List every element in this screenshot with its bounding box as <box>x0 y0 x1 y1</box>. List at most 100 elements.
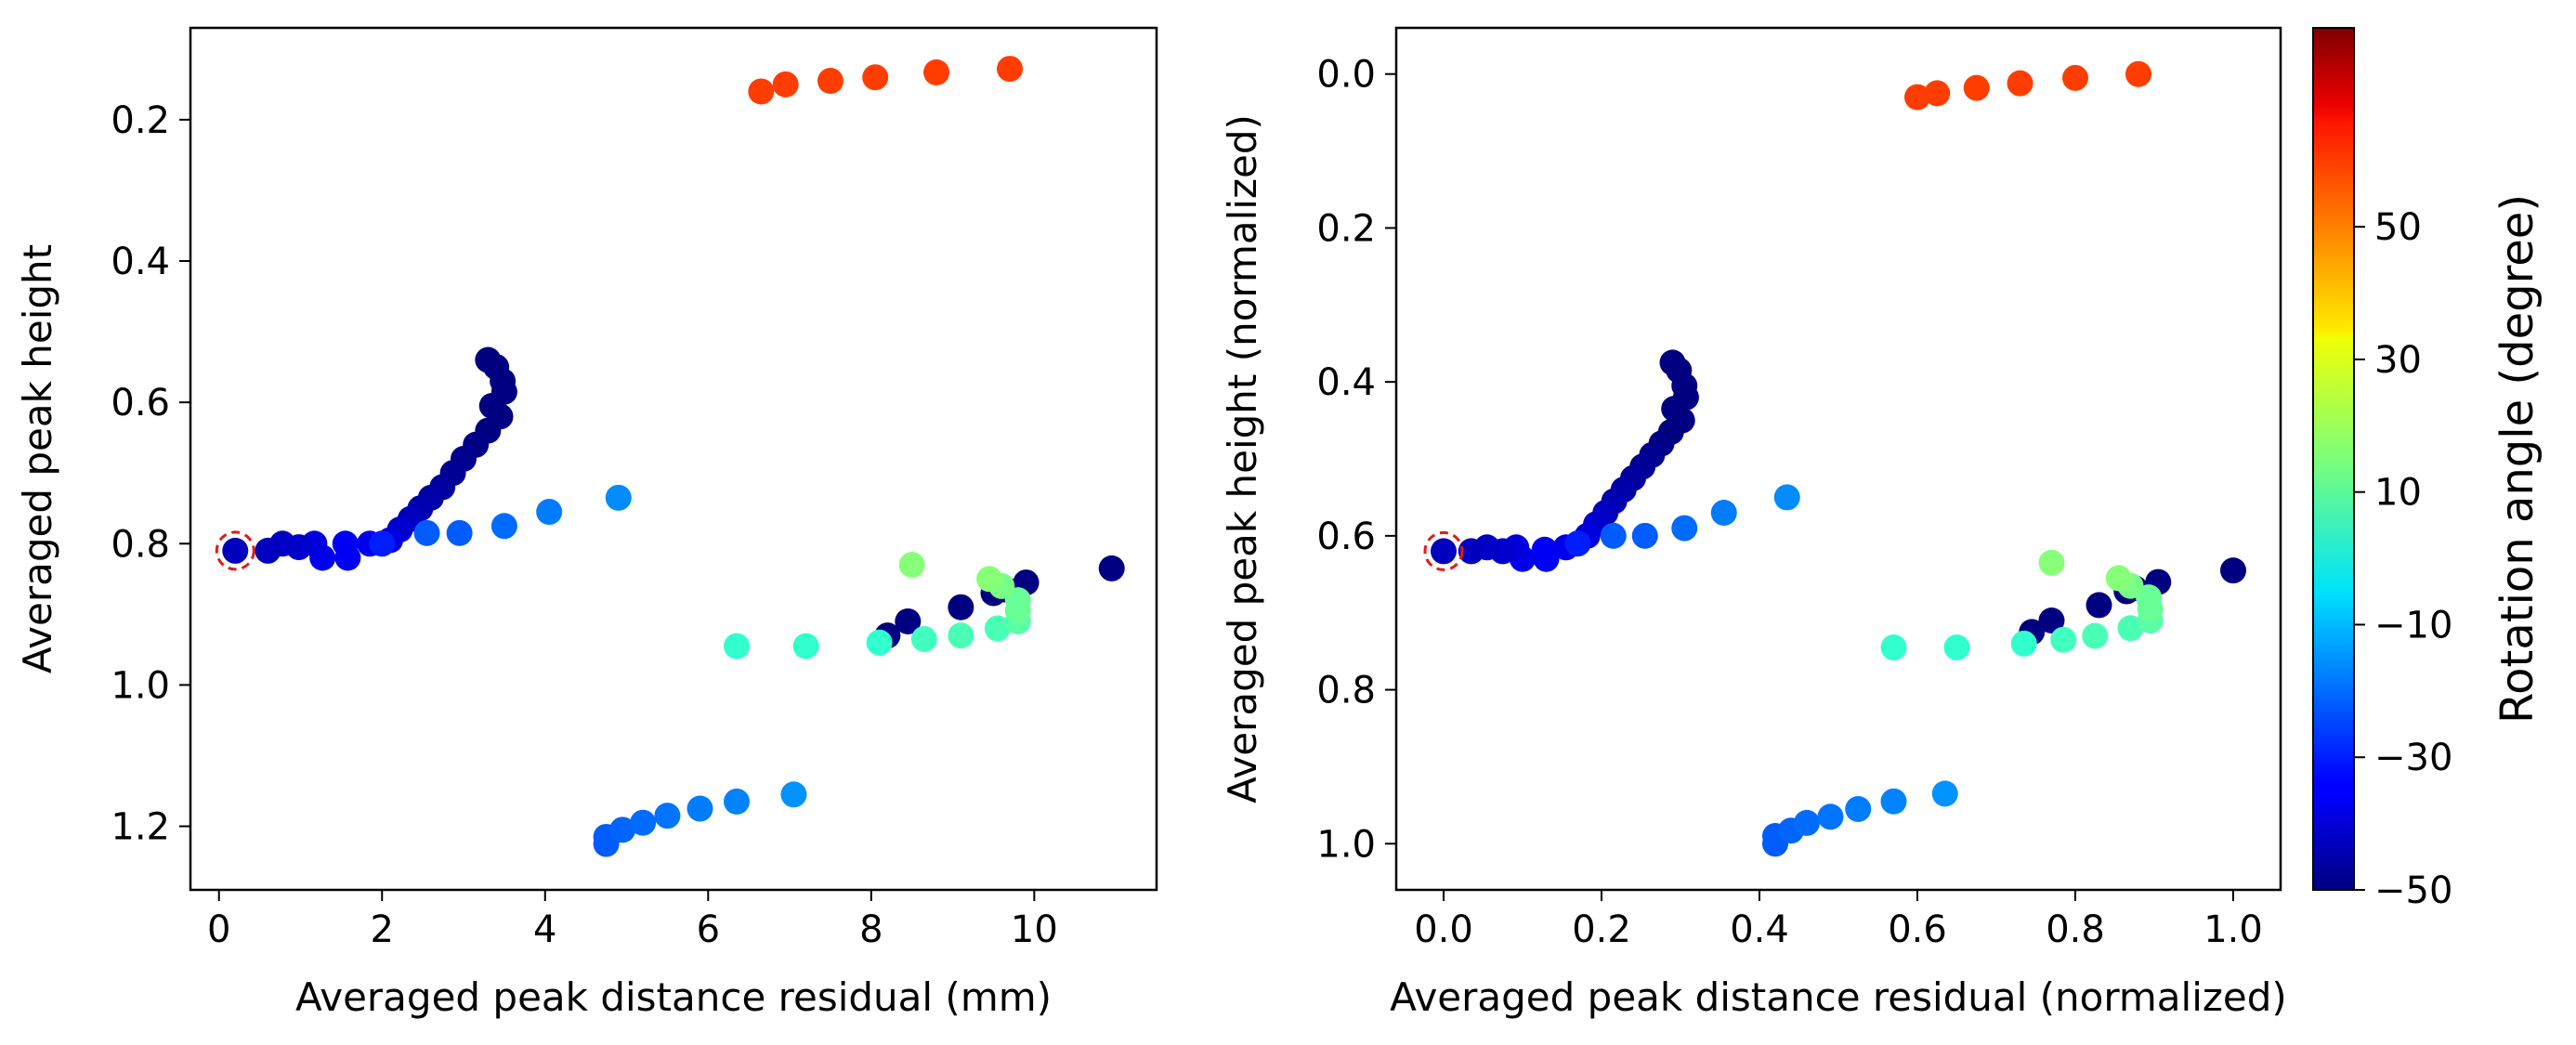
data-point <box>997 56 1024 83</box>
data-point <box>609 816 636 843</box>
data-point <box>817 68 843 95</box>
x-axis-label: Averaged peak distance residual (mm) <box>295 974 1052 1020</box>
data-point <box>2082 622 2109 649</box>
data-point <box>1671 515 1698 542</box>
colorbar-tick-label: 10 <box>2374 472 2422 515</box>
data-point <box>1458 538 1484 565</box>
y-tick-label: 0.0 <box>1316 54 1376 97</box>
data-point <box>413 519 440 546</box>
data-point <box>910 625 937 652</box>
x-tick-label: 8 <box>859 908 883 951</box>
colorbar-tick-label: 30 <box>2374 339 2422 382</box>
y-axis-label: Averaged peak height <box>15 244 60 673</box>
data-point <box>1631 522 1658 549</box>
x-axis-label: Averaged peak distance residual (normali… <box>1390 974 2287 1020</box>
data-point <box>780 781 807 808</box>
data-point <box>772 71 799 98</box>
data-point <box>895 607 922 634</box>
axes-frame <box>189 26 1158 892</box>
y-ticks: 0.0 0.2 0.4 0.6 0.8 1.0 <box>1316 54 1396 866</box>
data-point <box>2038 607 2065 634</box>
data-point <box>748 78 775 105</box>
data-point <box>536 499 563 526</box>
data-point <box>222 537 249 564</box>
x-tick-label: 0 <box>207 908 230 951</box>
data-point <box>2038 549 2065 576</box>
data-point <box>490 513 517 540</box>
x-tick-label: 0.6 <box>1888 908 1947 951</box>
x-tick-label: 6 <box>697 908 720 951</box>
data-point <box>2125 60 2151 87</box>
data-point <box>2086 592 2112 619</box>
y-tick-label: 1.0 <box>111 664 170 707</box>
data-point <box>2220 557 2246 584</box>
colorbar: −50 −30 −10 10 30 50 Rotation angle (degree) <box>2312 27 2543 912</box>
data-point <box>630 809 657 836</box>
data-point <box>2062 64 2088 91</box>
data-point <box>255 537 281 564</box>
y-tick-label: 1.0 <box>1316 823 1376 866</box>
data-point <box>792 633 819 660</box>
colorbar-gradient <box>2312 27 2355 891</box>
data-point <box>724 788 751 815</box>
data-point <box>866 629 893 656</box>
data-point <box>984 615 1011 642</box>
data-point <box>1943 634 1970 660</box>
data-point <box>332 530 359 557</box>
y-tick-label: 0.2 <box>111 99 170 142</box>
data-point <box>2105 565 2132 592</box>
x-tick-label: 4 <box>533 908 556 951</box>
axes-frame <box>1394 26 2282 892</box>
x-tick-label: 0.4 <box>1730 908 1789 951</box>
data-point <box>1845 796 1872 822</box>
data-point <box>1817 803 1844 830</box>
x-tick-label: 0.0 <box>1414 908 1473 951</box>
highlight-ring <box>215 530 255 571</box>
data-points <box>1431 60 2246 857</box>
data-point <box>369 530 396 557</box>
data-point <box>976 566 1003 593</box>
x-ticks: 0.0 0.2 0.4 0.6 0.8 1.0 <box>1414 890 2263 951</box>
data-point <box>686 795 713 822</box>
y-tick-label: 0.8 <box>1316 670 1376 712</box>
x-tick-label: 0.8 <box>2046 908 2105 951</box>
data-point <box>862 64 889 91</box>
data-point <box>1431 538 1457 565</box>
data-point <box>1794 809 1820 836</box>
data-point <box>1098 555 1125 581</box>
data-point <box>2010 630 2037 657</box>
right-scatter-plot: 0.0 0.2 0.4 0.6 0.8 1.0 0.0 0.2 0.4 0.6 0.8 1.0 Aver… <box>1220 26 2287 1020</box>
highlight-ring <box>1423 530 1464 571</box>
data-point <box>2050 626 2077 653</box>
data-point <box>923 59 950 85</box>
left-scatter-plot: 0 2 4 6 8 10 0.2 0.4 0.6 0.8 1.0 1.2 Averaged peak d… <box>15 26 1158 1020</box>
y-axis-label: Averaged peak height (normalized) <box>1220 114 1265 803</box>
colorbar-tick-label: −30 <box>2374 737 2452 779</box>
data-point <box>1600 522 1627 549</box>
data-point <box>654 803 681 829</box>
data-point <box>1963 74 1990 101</box>
data-point <box>898 552 925 579</box>
y-tick-label: 0.8 <box>111 523 170 566</box>
data-point <box>1710 500 1737 526</box>
y-tick-label: 0.6 <box>1316 516 1376 558</box>
data-point <box>948 594 974 620</box>
data-point <box>2007 70 2033 97</box>
x-tick-label: 10 <box>1011 908 1058 951</box>
data-point <box>724 633 751 660</box>
data-point <box>1531 536 1558 563</box>
x-tick-label: 1.0 <box>2203 908 2263 951</box>
data-point <box>1924 80 1951 107</box>
x-tick-label: 2 <box>371 908 394 951</box>
data-point <box>1773 484 1800 511</box>
x-ticks: 0 2 4 6 8 10 <box>207 890 1058 951</box>
colorbar-label: Rotation angle (degree) <box>2491 194 2543 724</box>
y-tick-label: 1.2 <box>111 806 170 849</box>
data-point <box>1880 788 1907 815</box>
y-tick-label: 0.2 <box>1316 207 1376 250</box>
colorbar-tick-label: −10 <box>2374 604 2452 647</box>
colorbar-tick-label: −50 <box>2374 869 2452 912</box>
data-points <box>222 56 1125 857</box>
y-tick-label: 0.4 <box>1316 361 1376 404</box>
